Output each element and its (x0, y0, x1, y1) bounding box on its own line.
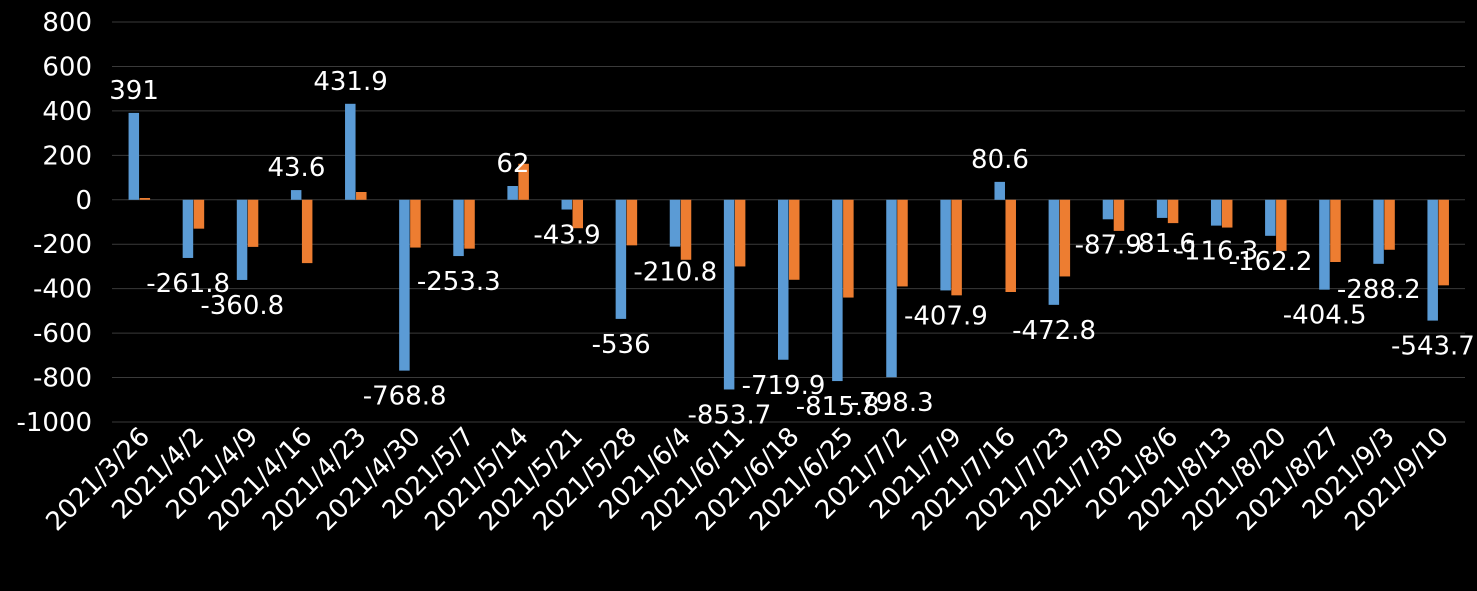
bar-series-1 (399, 199, 410, 371)
data-labels: 391 -261.8-360.8 43.6 431.9 -768.8 -253.3 62 -4… (109, 67, 1475, 431)
bars (128, 103, 1449, 390)
data-label: 43.6 (267, 153, 325, 183)
y-tick-label: 800 (42, 8, 92, 38)
data-label: -768.8 (363, 382, 447, 412)
y-tick-label: -600 (33, 319, 92, 349)
bar-series-1 (1048, 199, 1060, 305)
data-label: -43.9 (533, 221, 600, 251)
bar-series-1 (1427, 199, 1438, 321)
bar-series-2 (1167, 199, 1179, 224)
bar-series-2 (843, 199, 854, 298)
y-tick-label: -1000 (16, 408, 92, 438)
bar-series-2 (734, 199, 746, 267)
data-label: -815.8 (796, 392, 880, 422)
bar-series-2 (1438, 199, 1449, 286)
bar-series-2 (193, 199, 205, 229)
data-label: -404.5 (1283, 301, 1367, 331)
data-label: 391 (109, 76, 159, 106)
data-label: -288.2 (1337, 275, 1421, 305)
bar-series-1 (615, 199, 627, 319)
y-tick-label: 600 (42, 52, 92, 82)
data-label: -360.8 (200, 291, 284, 321)
y-tick-label: 400 (42, 97, 92, 127)
bar-series-2 (1330, 199, 1341, 262)
y-tick-label: 200 (42, 141, 92, 171)
bar-series-2 (572, 199, 584, 229)
bar-series-2 (951, 199, 962, 296)
bar-series-2 (1113, 199, 1125, 231)
x-axis-ticks: 2021/3/262021/4/22021/4/92021/4/162021/4… (41, 422, 1455, 537)
y-tick-label: 0 (75, 186, 92, 216)
bar-series-1 (453, 199, 464, 257)
bar-series-1 (886, 199, 897, 378)
bar-series-2 (410, 199, 421, 248)
bar-series-1 (236, 199, 248, 280)
data-label: 80.6 (971, 145, 1029, 175)
bar-series-1 (1102, 199, 1114, 220)
data-label: 62 (496, 149, 529, 179)
data-label: -798.3 (850, 388, 934, 418)
data-label: -853.7 (687, 400, 771, 430)
bar-series-1 (345, 103, 356, 200)
y-tick-label: -400 (33, 275, 92, 305)
bar-series-1 (723, 199, 735, 390)
bar-series-2 (247, 199, 259, 247)
bar-series-2 (518, 163, 529, 200)
bar-series-1 (561, 199, 573, 210)
data-label: -719.9 (742, 371, 826, 401)
bar-series-2 (301, 199, 313, 264)
bar-series-2 (1059, 199, 1071, 277)
bar-series-2 (1276, 199, 1287, 251)
bar-series-1 (778, 199, 789, 360)
bar-series-1 (1319, 199, 1330, 290)
bar-series-2 (680, 199, 692, 260)
data-label: -116.3 (1175, 237, 1259, 267)
data-label: -81.6 (1129, 229, 1196, 259)
bar-series-2 (789, 199, 800, 280)
bar-series-1 (1373, 199, 1384, 264)
bar-series-2 (139, 198, 151, 200)
data-label: -261.8 (146, 269, 230, 299)
bar-series-2 (1005, 199, 1016, 292)
data-label: -253.3 (417, 267, 501, 297)
bar-series-2 (897, 199, 908, 287)
data-label: -543.7 (1391, 332, 1475, 362)
data-label: -407.9 (904, 301, 988, 331)
y-axis-ticks: -1000 -800 -600 -400 -200 0 200 400 600 800 (16, 8, 92, 438)
bar-series-1 (940, 199, 951, 291)
bar-series-2 (626, 199, 638, 246)
data-label: -536 (592, 330, 651, 360)
bar-series-1 (832, 199, 843, 382)
data-label: -210.8 (633, 258, 717, 288)
bar-series-2 (356, 192, 367, 200)
bar-series-1 (128, 112, 140, 200)
data-label: -87.9 (1075, 230, 1142, 260)
bar-series-1 (1265, 199, 1276, 236)
y-tick-label: -200 (33, 230, 92, 260)
bar-series-1 (994, 181, 1005, 200)
bar-series-2 (1384, 199, 1395, 250)
data-label: 431.9 (313, 67, 387, 97)
data-label: -162.2 (1229, 247, 1313, 277)
bar-series-1 (669, 199, 681, 247)
bar-series-1 (507, 186, 518, 200)
bar-series-1 (1156, 199, 1168, 218)
bar-series-1 (290, 190, 302, 200)
bar-series-1 (1210, 199, 1222, 226)
bar-series-2 (1221, 199, 1233, 228)
bar-series-2 (464, 199, 475, 249)
data-label: -472.8 (1012, 316, 1096, 346)
y-tick-label: -800 (33, 364, 92, 394)
bar-series-1 (182, 199, 194, 258)
